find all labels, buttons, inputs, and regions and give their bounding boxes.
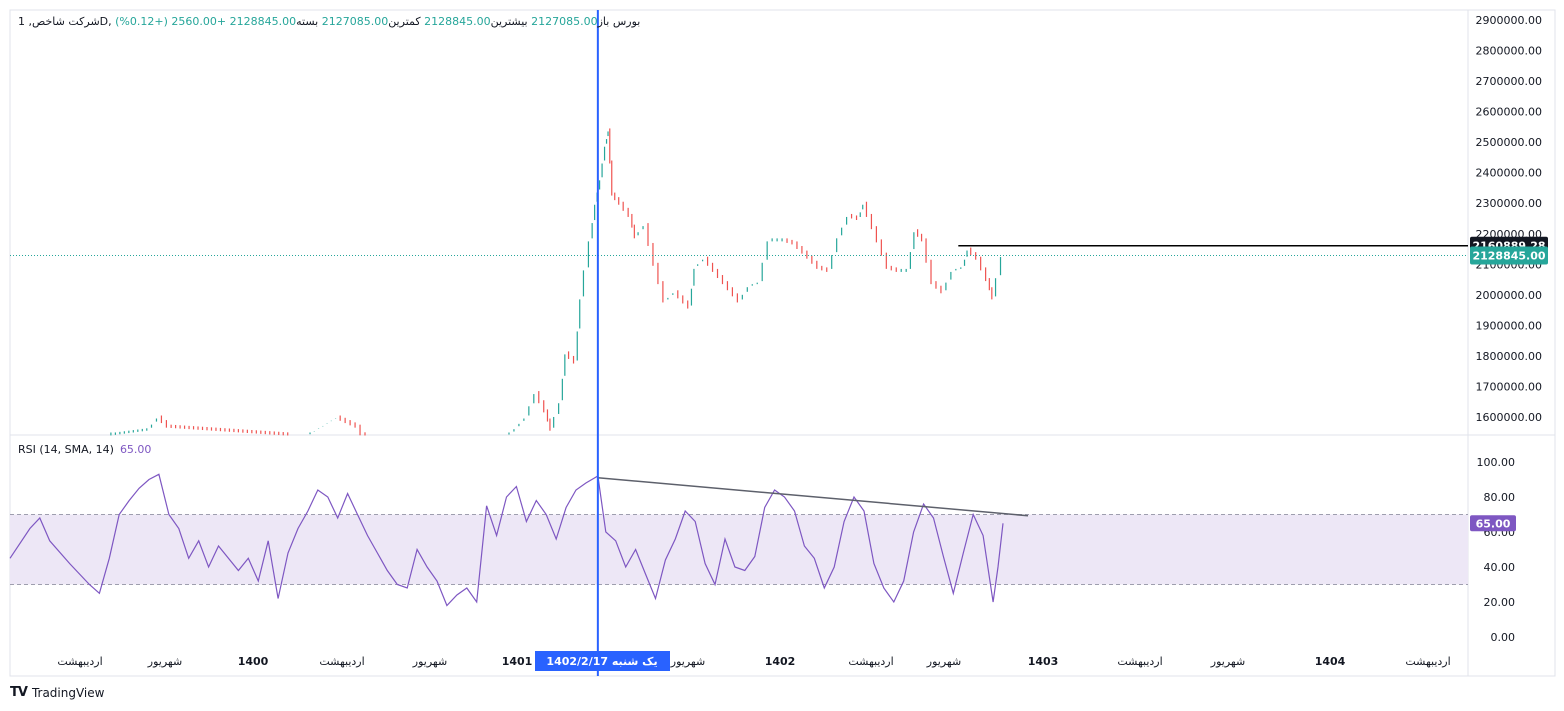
symbol-header: شرکت شاخص, 1D, بورس باز2127085.00 بیشتری… <box>18 15 640 28</box>
rsi-tick-label: 100.00 <box>1477 456 1516 469</box>
close-label: بسته <box>296 15 319 28</box>
brand-name: TradingView <box>31 685 105 700</box>
high-label: بیشترین <box>490 15 528 28</box>
price-tick-label: 2000000.00 <box>1476 289 1542 302</box>
time-axis-label: 1402 <box>765 655 796 668</box>
tradingview-logo-icon: TV <box>10 685 28 700</box>
last-price-label: 2128845.00 <box>1472 249 1545 262</box>
crosshair: یک شنبه 1402/2/17 <box>535 10 670 676</box>
rsi-band-fill <box>10 514 1468 585</box>
time-axis-label: شهریور <box>926 655 961 668</box>
open-value: 2127085.00 <box>531 15 598 28</box>
chart-frame <box>9 9 1556 677</box>
price-tick-label: 2300000.00 <box>1476 197 1542 210</box>
price-series-group <box>10 128 1468 436</box>
rsi-tick-label: 20.00 <box>1484 596 1516 609</box>
time-axis-label: 1404 <box>1315 655 1346 668</box>
rsi-value-badge <box>1470 515 1516 532</box>
rsi-value: 65.00 <box>119 443 152 456</box>
time-axis-label: شهریور <box>147 655 182 668</box>
low-value: 2127085.00 <box>321 15 389 28</box>
time-axis-label: 1401 <box>502 655 533 668</box>
rsi-tick-label: 80.00 <box>1484 491 1516 504</box>
last-price-badge <box>1470 246 1548 265</box>
x-axis-labels: اردیبهشت شهریور 1400 اردیبهشت شهریور 1401 شهری… <box>57 655 1450 668</box>
rsi-series-group <box>9 473 1029 607</box>
price-tick-label: 2700000.00 <box>1476 75 1542 88</box>
close-value: 2128845.00 <box>229 15 297 28</box>
price-tick-label: 1600000.00 <box>1476 411 1542 424</box>
rsi-tick-label: 0.00 <box>1491 631 1516 644</box>
rsi-value-label: 65.00 <box>1476 517 1511 530</box>
high-value: 2128845.00 <box>424 15 491 28</box>
rsi-label: RSI (14, SMA, 14) <box>18 443 114 456</box>
change-value: +2560.00 (+0.12%) <box>115 15 227 28</box>
rsi-header: RSI (14, SMA, 14) 65.00 <box>18 443 151 456</box>
time-axis-label: اردیبهشت <box>1117 655 1162 668</box>
time-axis-label: اردیبهشت <box>57 655 102 668</box>
open-label: باز <box>597 15 610 28</box>
rsi-band-group <box>10 514 1468 585</box>
rsi-line <box>9 473 1004 607</box>
cursor-date-label: یک شنبه 1402/2/17 <box>546 655 657 668</box>
time-axis-label: شهریور <box>670 655 705 668</box>
price-tick-label: 2400000.00 <box>1476 167 1542 180</box>
low-label: کمترین <box>388 15 421 28</box>
price-tick-label: 1700000.00 <box>1476 380 1542 393</box>
time-axis-label: اردیبهشت <box>1405 655 1450 668</box>
time-axis-label: شهریور <box>1210 655 1245 668</box>
symbol-name: شرکت شاخص, 1D, بورس <box>18 15 641 28</box>
price-tick-label: 2500000.00 <box>1476 136 1542 149</box>
time-axis-label: 1400 <box>238 655 269 668</box>
price-tick-label: 2600000.00 <box>1476 106 1542 119</box>
time-axis-label: شهریور <box>412 655 447 668</box>
rsi-trendline <box>597 477 1029 517</box>
price-tick-label: 1800000.00 <box>1476 350 1542 363</box>
price-tick-label: 2800000.00 <box>1476 45 1542 58</box>
y-axis-ticks: 2900000.00 2800000.00 2700000.00 2600000.00… <box>1476 14 1542 644</box>
time-axis-label: اردیبهشت <box>319 655 364 668</box>
price-tick-label: 2900000.00 <box>1476 14 1542 27</box>
rsi-tick-label: 40.00 <box>1484 561 1516 574</box>
cursor-date-badge <box>535 651 670 671</box>
time-axis-label: 1403 <box>1028 655 1059 668</box>
brand[interactable]: TV TradingView <box>10 685 104 700</box>
time-axis-label: اردیبهشت <box>848 655 893 668</box>
price-tick-label: 1900000.00 <box>1476 319 1542 332</box>
